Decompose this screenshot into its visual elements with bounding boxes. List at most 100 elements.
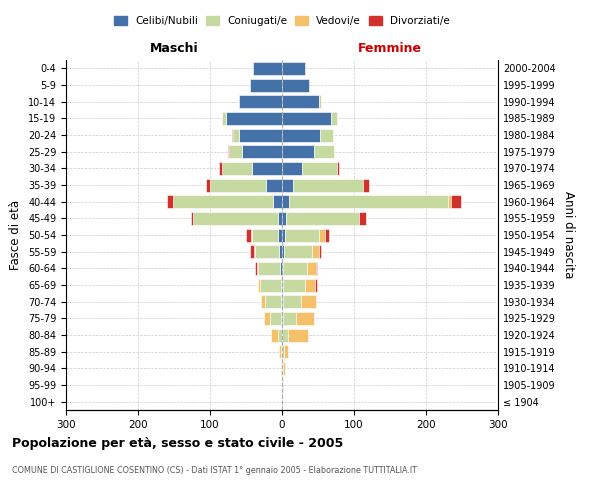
Bar xyxy=(258,262,280,275)
Bar xyxy=(319,245,321,258)
Bar xyxy=(281,312,282,325)
Bar xyxy=(282,212,286,225)
Bar xyxy=(254,245,256,258)
Bar xyxy=(250,245,254,258)
Text: COMUNE DI CASTIGLIONE COSENTINO (CS) - Dati ISTAT 1° gennaio 2005 - Elaborazione: COMUNE DI CASTIGLIONE COSENTINO (CS) - D… xyxy=(12,466,417,475)
Bar xyxy=(239,95,282,108)
Bar xyxy=(283,312,296,325)
Bar xyxy=(451,195,461,208)
Bar xyxy=(266,178,282,192)
Bar xyxy=(281,295,282,308)
Bar xyxy=(226,112,282,125)
Bar xyxy=(282,345,284,358)
Bar xyxy=(282,112,331,125)
Bar xyxy=(250,78,282,92)
Bar xyxy=(331,112,337,125)
Y-axis label: Anni di nascita: Anni di nascita xyxy=(562,192,575,278)
Bar xyxy=(278,212,282,225)
Bar xyxy=(265,295,281,308)
Bar xyxy=(206,178,210,192)
Bar xyxy=(282,195,289,208)
Bar xyxy=(314,145,334,158)
Bar xyxy=(283,362,285,375)
Bar xyxy=(261,295,265,308)
Bar xyxy=(173,195,274,208)
Bar xyxy=(284,245,311,258)
Bar xyxy=(281,345,282,358)
Bar xyxy=(282,95,319,108)
Bar xyxy=(282,362,283,375)
Bar xyxy=(282,78,310,92)
Bar xyxy=(282,162,302,175)
Bar xyxy=(359,212,366,225)
Bar xyxy=(252,162,282,175)
Legend: Celibi/Nubili, Coniugati/e, Vedovi/e, Divorziati/e: Celibi/Nubili, Coniugati/e, Vedovi/e, Di… xyxy=(110,12,454,30)
Bar xyxy=(257,262,258,275)
Bar xyxy=(281,278,282,291)
Bar xyxy=(448,195,451,208)
Bar xyxy=(281,362,282,375)
Bar xyxy=(282,62,305,75)
Text: Maschi: Maschi xyxy=(149,42,199,55)
Bar xyxy=(283,278,305,291)
Bar xyxy=(260,278,281,291)
Text: Popolazione per età, sesso e stato civile - 2005: Popolazione per età, sesso e stato civil… xyxy=(12,437,343,450)
Bar xyxy=(228,145,229,158)
Bar xyxy=(315,278,317,291)
Bar xyxy=(271,328,278,342)
Text: Femmine: Femmine xyxy=(358,42,422,55)
Bar xyxy=(222,112,226,125)
Bar xyxy=(302,162,337,175)
Bar xyxy=(264,312,270,325)
Bar xyxy=(279,345,281,358)
Bar xyxy=(221,162,252,175)
Bar xyxy=(210,178,266,192)
Bar xyxy=(319,228,325,241)
Bar xyxy=(289,195,448,208)
Bar xyxy=(283,295,301,308)
Bar xyxy=(251,228,253,241)
Bar xyxy=(258,278,260,291)
Bar xyxy=(282,378,283,392)
Bar xyxy=(282,295,283,308)
Bar xyxy=(280,262,282,275)
Bar xyxy=(167,195,173,208)
Bar xyxy=(307,262,316,275)
Bar xyxy=(253,62,282,75)
Bar xyxy=(229,145,242,158)
Bar xyxy=(278,228,282,241)
Bar xyxy=(220,162,221,175)
Bar xyxy=(282,228,285,241)
Bar xyxy=(364,178,369,192)
Bar xyxy=(320,128,333,141)
Bar xyxy=(288,328,308,342)
Bar xyxy=(293,178,364,192)
Bar xyxy=(233,128,239,141)
Bar xyxy=(319,95,321,108)
Bar xyxy=(274,195,282,208)
Bar xyxy=(191,212,193,225)
Bar xyxy=(282,262,283,275)
Bar xyxy=(246,228,251,241)
Bar xyxy=(337,162,339,175)
Bar xyxy=(316,262,317,275)
Bar xyxy=(296,312,314,325)
Bar xyxy=(278,328,282,342)
Bar xyxy=(253,228,278,241)
Bar xyxy=(286,212,359,225)
Bar xyxy=(282,128,320,141)
Bar xyxy=(282,178,293,192)
Bar xyxy=(242,145,282,158)
Bar xyxy=(279,245,282,258)
Bar xyxy=(301,295,316,308)
Bar xyxy=(256,245,279,258)
Bar xyxy=(311,245,319,258)
Bar xyxy=(282,312,283,325)
Bar xyxy=(284,345,289,358)
Bar xyxy=(282,328,288,342)
Bar xyxy=(282,278,283,291)
Bar xyxy=(282,245,284,258)
Bar xyxy=(325,228,329,241)
Bar xyxy=(270,312,281,325)
Bar xyxy=(239,128,282,141)
